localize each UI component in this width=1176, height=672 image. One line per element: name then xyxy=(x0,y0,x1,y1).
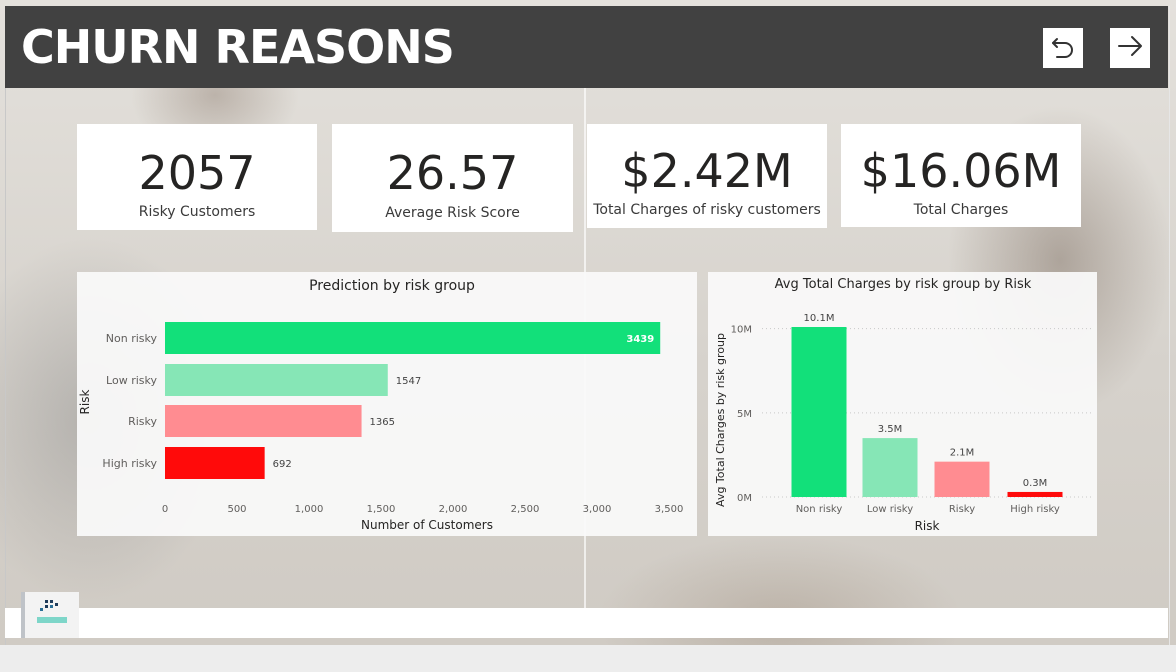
kpi-card-risky-customers: 2057 Risky Customers xyxy=(77,124,317,230)
y-tick-label: 0M xyxy=(737,493,752,504)
report-canvas xyxy=(5,6,1170,646)
chart-title: Avg Total Charges by risk group by Risk xyxy=(775,277,1032,292)
footer-bar xyxy=(5,608,1168,638)
x-tick-label: 3,500 xyxy=(655,504,684,515)
kpi-label: Average Risk Score xyxy=(385,205,520,221)
category-label: Low risky xyxy=(106,374,157,387)
bar[interactable] xyxy=(165,447,265,479)
data-label: 1365 xyxy=(370,417,395,428)
right-arrow-icon xyxy=(1115,31,1145,65)
kpi-value: $16.06M xyxy=(860,144,1062,198)
kpi-value: 2057 xyxy=(138,146,256,200)
company-logo-icon xyxy=(25,600,75,642)
x-tick-label: 2,500 xyxy=(511,504,540,515)
category-label: Low risky xyxy=(867,504,913,515)
category-label: Risky xyxy=(128,415,157,428)
kpi-value: $2.42M xyxy=(621,144,793,198)
category-label: Non risky xyxy=(106,332,158,345)
y-axis-label: Risk xyxy=(78,390,92,415)
avg-charges-bar-chart: Avg Total Charges by risk group by Risk … xyxy=(714,277,1093,533)
x-tick-label: 1,500 xyxy=(367,504,396,515)
company-logo[interactable] xyxy=(21,592,79,638)
x-axis-label: Number of Customers xyxy=(361,518,493,532)
kpi-card-average-risk-score: 26.57 Average Risk Score xyxy=(332,124,573,232)
bar[interactable] xyxy=(934,461,990,497)
chart-title: Prediction by risk group xyxy=(309,278,475,294)
y-tick-label: 5M xyxy=(737,409,752,420)
bar[interactable] xyxy=(862,438,918,497)
category-label: High risky xyxy=(1010,504,1060,515)
bar[interactable] xyxy=(791,327,847,497)
bar[interactable] xyxy=(165,322,661,354)
x-tick-label: 2,000 xyxy=(439,504,468,515)
prediction-bar-chart: Prediction by risk group Risk Number of … xyxy=(78,278,684,532)
x-tick-label: 1,000 xyxy=(295,504,324,515)
data-label: 1547 xyxy=(396,376,421,387)
data-label: 3439 xyxy=(626,334,654,345)
page-title: CHURN REASONS xyxy=(21,20,455,74)
report-header: CHURN REASONS xyxy=(5,6,1168,88)
prediction-chart-panel: Prediction by risk group Risk Number of … xyxy=(77,272,697,536)
kpi-card-risky-charges: $2.42M Total Charges of risky customers xyxy=(587,124,827,228)
x-tick-label: 3,000 xyxy=(583,504,612,515)
undo-arrow-icon xyxy=(1048,31,1078,65)
bar[interactable] xyxy=(165,405,362,437)
category-label: Risky xyxy=(949,504,975,515)
data-label: 3.5M xyxy=(878,424,903,435)
x-tick-label: 500 xyxy=(227,504,246,515)
forward-button[interactable] xyxy=(1110,28,1150,68)
avg-charges-chart-panel: Avg Total Charges by risk group by Risk … xyxy=(708,272,1097,536)
kpi-label: Total Charges xyxy=(913,202,1009,218)
category-label: High risky xyxy=(102,457,157,470)
data-label: 692 xyxy=(273,459,292,470)
footer-strip xyxy=(0,645,1176,672)
kpi-value: 26.57 xyxy=(386,146,519,200)
kpi-label: Risky Customers xyxy=(138,204,256,220)
x-axis-label: Risk xyxy=(915,519,940,533)
y-tick-label: 10M xyxy=(731,325,752,336)
data-label: 2.1M xyxy=(950,448,975,459)
x-tick-label: 0 xyxy=(162,504,168,515)
kpi-card-total-charges: $16.06M Total Charges xyxy=(841,124,1081,227)
bar[interactable] xyxy=(1007,491,1063,497)
data-label: 0.3M xyxy=(1023,478,1048,489)
kpi-label: Total Charges of risky customers xyxy=(593,202,821,218)
bar[interactable] xyxy=(165,364,388,396)
category-label: Non risky xyxy=(796,504,843,515)
y-axis-label: Avg Total Charges by risk group xyxy=(714,333,727,507)
data-label: 10.1M xyxy=(804,313,835,324)
back-button[interactable] xyxy=(1043,28,1083,68)
